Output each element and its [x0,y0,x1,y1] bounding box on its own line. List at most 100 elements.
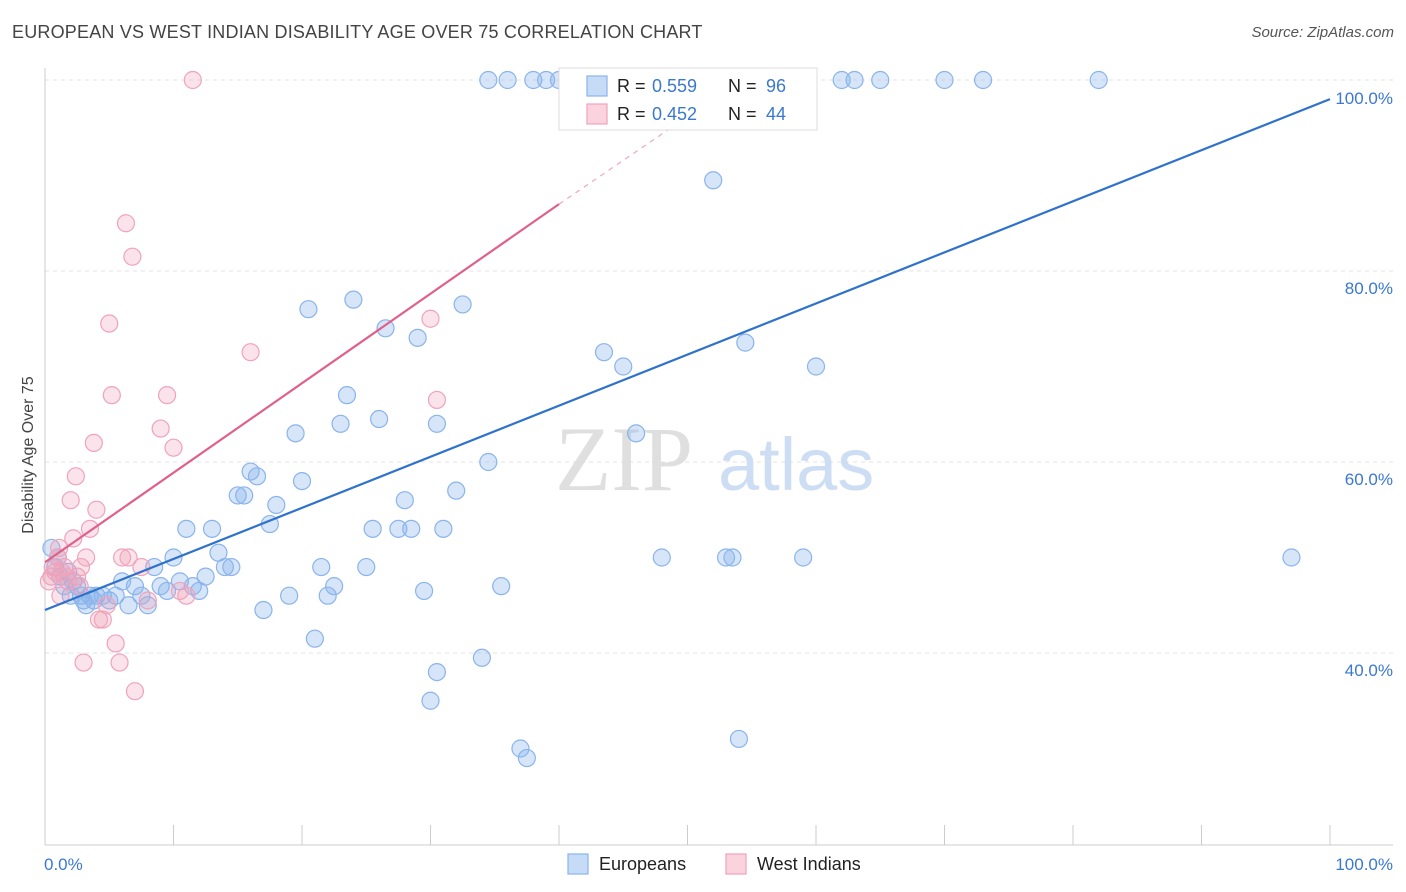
point-0-60 [402,519,421,538]
point-1-42 [241,343,260,362]
point-0-59 [395,491,414,510]
point-0-86 [716,548,736,567]
series-europeans [42,70,1301,768]
point-0-61 [408,328,427,347]
point-0-82 [652,548,671,567]
point-1-31 [119,548,138,567]
point-0-91 [794,548,813,567]
point-0-25 [157,581,177,601]
point-0-73 [517,748,536,768]
x-tick-min: 0.0% [44,855,83,874]
point-0-74 [479,70,498,90]
bottom-legend-swatch-europeans [567,853,589,875]
point-1-38 [164,438,183,457]
point-1-32 [123,247,142,266]
point-0-50 [325,577,344,596]
point-1-3 [46,562,65,581]
point-0-99 [1282,548,1301,567]
point-0-80 [614,357,633,376]
watermark: ZIP atlas [555,408,874,510]
point-0-45 [292,472,312,491]
point-0-39 [247,467,267,486]
point-0-68 [453,295,472,314]
point-0-97 [973,70,993,90]
point-0-44 [286,424,305,443]
point-1-12 [64,529,83,548]
point-1-5 [50,538,69,558]
point-1-17 [74,653,93,672]
point-0-76 [524,70,543,90]
bottom-legend-europeans: Europeans [599,854,686,874]
point-0-64 [427,662,447,682]
point-0-62 [414,581,434,601]
legend-swatch-west-indians [586,103,608,125]
point-1-30 [116,214,136,233]
point-0-19 [119,596,138,615]
legend-r-value-2: 0.452 [652,104,697,124]
watermark-zip: ZIP [555,408,693,510]
point-0-92 [806,357,826,376]
legend-r-label-1: R = [617,76,646,96]
point-0-0 [42,538,61,558]
point-1-24 [97,596,116,615]
point-1-21 [87,500,106,519]
point-0-65 [427,414,447,433]
trend-lines [44,98,1331,612]
point-1-15 [70,577,89,596]
point-0-77 [537,70,556,90]
point-1-28 [110,653,129,672]
point-0-67 [447,481,466,500]
bottom-legend-swatch-west-indians [725,853,747,875]
point-0-70 [479,452,498,472]
point-0-48 [312,557,331,577]
point-0-72 [511,739,530,758]
data-points [39,70,1301,768]
legend: R = 0.559 N = 96 R = 0.452 N = 44 [558,67,818,131]
point-1-13 [66,467,85,486]
point-0-28 [177,519,196,538]
point-0-75 [498,70,517,90]
point-0-43 [280,586,299,605]
point-0-57 [376,319,395,338]
point-0-52 [337,386,357,405]
point-1-25 [100,314,119,333]
trend-line-1 [44,203,560,564]
point-1-4 [48,548,67,567]
legend-r-value-1: 0.559 [652,76,697,96]
point-0-46 [299,300,318,319]
point-1-26 [102,386,121,405]
x-tick-max: 100.0% [1335,855,1393,874]
point-0-94 [845,70,864,90]
y-tick-label-1: 60.0% [1345,470,1393,489]
legend-n-value-2: 44 [766,104,786,124]
point-0-71 [492,577,511,596]
point-0-56 [370,409,389,429]
point-1-41 [183,70,202,90]
point-1-16 [71,557,91,577]
point-1-33 [125,682,145,701]
point-0-85 [704,171,723,190]
point-1-18 [77,548,96,567]
y-tick-label-3: 100.0% [1335,89,1393,108]
point-1-43 [421,309,440,328]
point-1-35 [138,591,157,610]
legend-n-label-2: N = [728,104,757,124]
chart-title: EUROPEAN VS WEST INDIAN DISABILITY AGE O… [12,22,703,42]
point-0-22 [138,596,157,615]
series-west-indians [39,70,447,701]
chart-source: Source: ZipAtlas.com [1251,24,1394,41]
point-0-37 [235,486,254,505]
point-0-58 [389,519,408,538]
point-0-47 [305,629,324,648]
point-0-88 [729,729,749,749]
point-0-81 [626,424,646,443]
point-0-63 [421,691,440,710]
point-0-40 [254,600,273,620]
point-0-96 [935,70,954,90]
y-tick-label-2: 80.0% [1345,279,1393,298]
trend-line-ext-1 [558,98,714,205]
trend-line-0 [44,98,1331,612]
point-0-87 [723,548,742,567]
point-1-10 [59,572,78,591]
point-0-93 [832,70,851,90]
